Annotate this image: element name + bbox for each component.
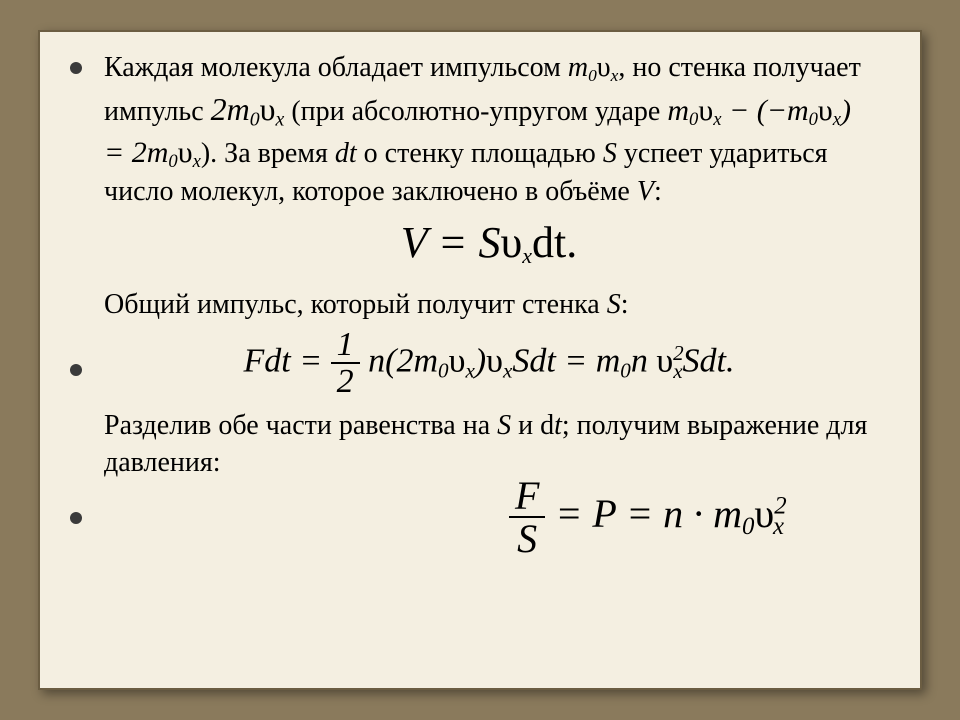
paragraph-3: Разделив обе части равенства на S и dt; … [104,408,874,482]
bullet-3 [70,512,82,524]
bullet-1 [70,62,82,74]
equation-volume: V = Sυxdt. [104,217,874,269]
equation-pressure: FS = P = n · m0υ2x [104,476,874,560]
slide-body: Каждая молекула обладает импульсом m0υx,… [38,30,922,690]
p1-text-a: Каждая молекула обладает импульсом [104,52,568,83]
paragraph-1: Каждая молекула обладает импульсом m0υx,… [104,50,874,211]
paragraph-2: Общий импульс, который получит стенка S: [104,287,874,324]
bullet-2 [70,364,82,376]
equation-impulse: Fdt = 12 n(2m0υx)υxSdt = m0n υ2xSdt. [104,328,874,400]
